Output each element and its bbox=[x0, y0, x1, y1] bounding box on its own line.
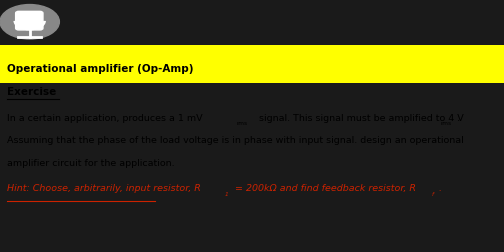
Text: rms: rms bbox=[440, 121, 452, 127]
Text: Exercise: Exercise bbox=[7, 87, 56, 97]
Bar bbox=[0, 45, 504, 83]
Circle shape bbox=[0, 5, 59, 39]
Text: Operational amplifier (Op-Amp): Operational amplifier (Op-Amp) bbox=[7, 64, 193, 74]
Text: In a certain application, produces a 1 mV: In a certain application, produces a 1 m… bbox=[7, 114, 202, 122]
Text: 1: 1 bbox=[225, 192, 228, 197]
Text: f: f bbox=[431, 192, 433, 197]
FancyBboxPatch shape bbox=[16, 11, 43, 30]
Text: .: . bbox=[457, 114, 460, 122]
Text: Hint: Choose, arbitrarily, input resistor, R: Hint: Choose, arbitrarily, input resisto… bbox=[7, 184, 201, 194]
Text: amplifier circuit for the application.: amplifier circuit for the application. bbox=[7, 159, 174, 168]
Text: signal. This signal must be amplified to 4 V: signal. This signal must be amplified to… bbox=[256, 114, 464, 122]
Text: rms: rms bbox=[236, 121, 247, 127]
Text: .: . bbox=[438, 184, 441, 194]
Text: Assuming that the phase of the load voltage is in phase with input signal. desig: Assuming that the phase of the load volt… bbox=[7, 136, 463, 145]
Text: = 200kΩ and find feedback resistor, R: = 200kΩ and find feedback resistor, R bbox=[232, 184, 416, 194]
